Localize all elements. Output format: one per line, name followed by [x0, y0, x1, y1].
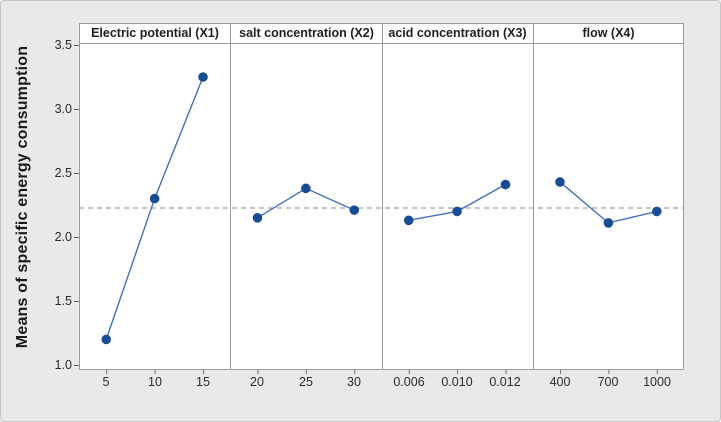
- y-axis-title: Means of specific energy consumption: [7, 23, 39, 370]
- x-tick-label: 700: [597, 375, 619, 389]
- y-tick-label: 1.0: [54, 358, 72, 372]
- x-tick-label: 0.010: [441, 375, 473, 389]
- x-tick-label: 0.006: [393, 375, 425, 389]
- data-point: [603, 218, 614, 228]
- x-tick-label: 1000: [643, 375, 671, 389]
- panel-header-x4: flow (X4): [582, 26, 635, 40]
- data-point: [252, 213, 263, 223]
- x-tick-label: 10: [148, 375, 162, 389]
- y-tick-label: 2.0: [54, 230, 72, 244]
- y-tick-label: 3.5: [54, 38, 72, 52]
- data-point: [555, 177, 565, 187]
- panel-header-x3: acid concentration (X3): [388, 26, 527, 40]
- x-tick-label: 15: [196, 375, 210, 389]
- panel-header-x2: salt concentration (X2): [239, 26, 374, 40]
- data-point: [101, 334, 112, 345]
- x-tick-label: 400: [549, 375, 571, 389]
- data-point: [149, 193, 160, 204]
- data-point: [349, 205, 360, 215]
- data-point: [500, 179, 511, 190]
- data-point: [198, 72, 208, 82]
- data-point: [403, 215, 414, 226]
- x-tick-label: 0.012: [489, 375, 521, 389]
- x-tick-label: 5: [102, 375, 110, 389]
- data-point: [301, 183, 311, 194]
- y-tick-label: 2.5: [54, 166, 72, 180]
- x-tick-label: 30: [347, 375, 361, 389]
- y-axis-title-text: Means of specific energy consumption: [14, 45, 31, 348]
- y-tick-label: 3.0: [54, 102, 72, 116]
- panel-header-x1: Electric potential (X1): [91, 26, 219, 40]
- x-tick-label: 20: [250, 375, 264, 389]
- x-tick-label: 25: [299, 375, 313, 389]
- data-point: [651, 206, 662, 217]
- plot-area: [79, 23, 684, 370]
- data-point: [452, 206, 462, 217]
- y-tick-label: 1.5: [54, 294, 72, 308]
